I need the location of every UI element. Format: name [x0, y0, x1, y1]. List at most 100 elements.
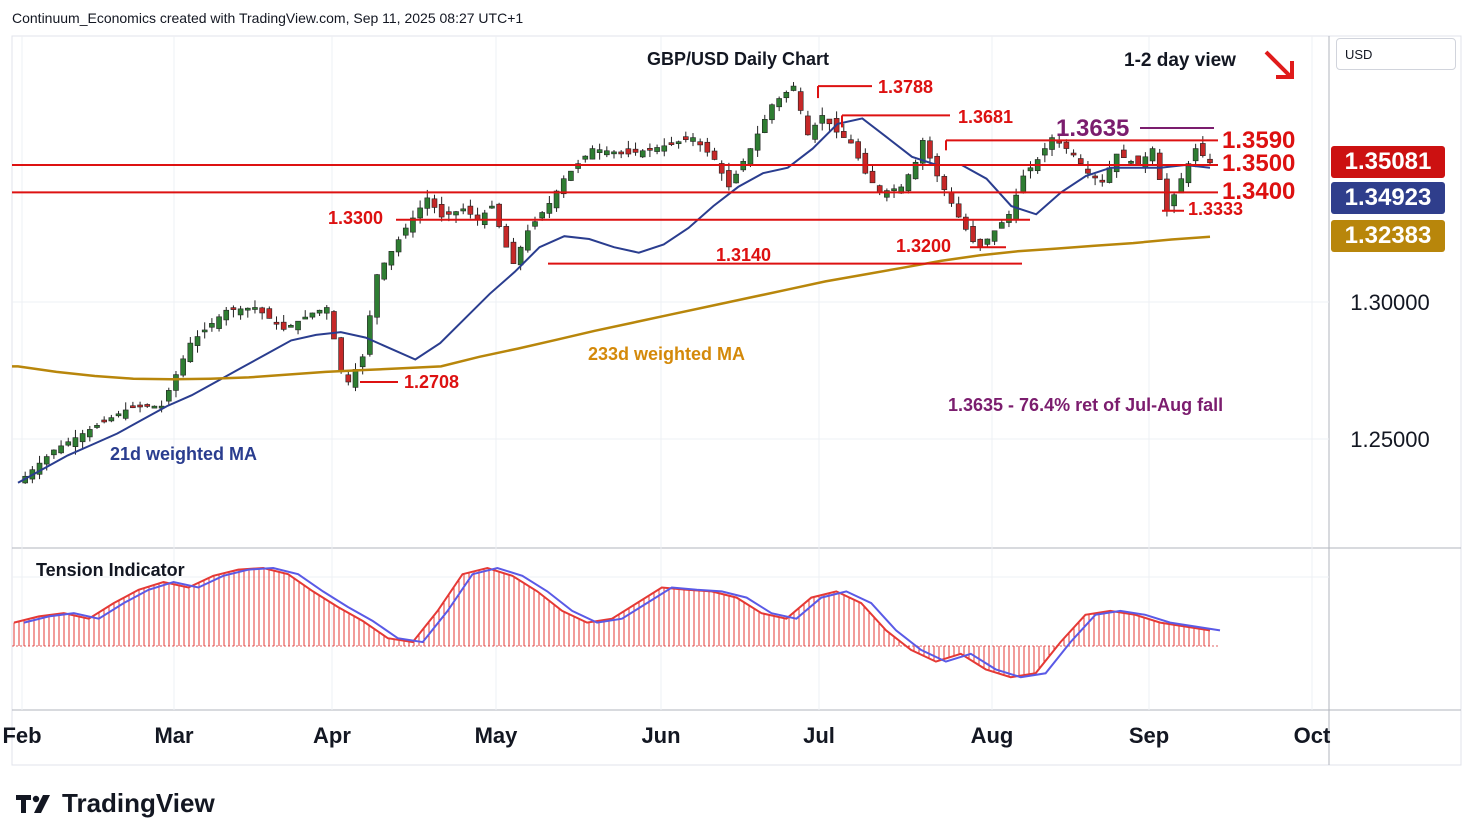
candle-body	[130, 405, 136, 409]
candle-body	[173, 374, 179, 391]
candle-body	[869, 170, 876, 184]
candle-body	[374, 274, 380, 318]
candle-body	[546, 203, 553, 214]
chart-frame	[11, 35, 1462, 766]
level-label-1.3788: 1.3788	[878, 77, 933, 97]
candle-body	[295, 320, 301, 331]
candle-body	[72, 437, 79, 447]
ma233-price-tag: 1.32383	[1331, 220, 1445, 252]
candle-body	[1135, 155, 1141, 166]
x-tick-jun: Jun	[641, 723, 680, 748]
candle-body	[848, 139, 854, 144]
candle-body	[560, 178, 567, 195]
candle-body	[1099, 179, 1106, 183]
candle-body	[367, 315, 373, 355]
candle-body	[259, 307, 265, 314]
candle-body	[589, 148, 596, 160]
candle-body	[668, 142, 675, 145]
candle-body	[1142, 156, 1149, 169]
candle-body	[165, 390, 172, 402]
candle-body	[331, 311, 337, 340]
candle-body	[704, 141, 711, 153]
candle-body	[1128, 161, 1134, 164]
candle-body	[1156, 152, 1163, 180]
candle-body	[575, 163, 581, 169]
candle-body	[252, 307, 258, 310]
candle-body	[661, 145, 668, 152]
candle-body	[510, 241, 517, 264]
candle-body	[977, 238, 984, 248]
candle-body	[1092, 175, 1098, 179]
candle-body	[675, 141, 682, 145]
candle-body	[884, 190, 890, 198]
candle-body	[209, 323, 215, 328]
candle-body	[919, 140, 926, 164]
candle-body	[94, 424, 100, 428]
candle-body	[338, 337, 344, 371]
candle-body	[280, 321, 287, 330]
candle-body	[388, 251, 395, 266]
candle-body	[582, 155, 589, 160]
tradingview-logo-icon	[16, 794, 50, 813]
candle-body	[912, 161, 919, 180]
candle-body	[618, 151, 624, 155]
candle-body	[187, 342, 194, 363]
candle-body	[151, 405, 158, 409]
candle-body	[316, 309, 323, 314]
y-tick-label: 1.25000	[1350, 427, 1430, 452]
candle-body	[244, 307, 251, 311]
candle-body	[611, 151, 617, 155]
candle-body	[733, 173, 739, 184]
level-label-1.3400: 1.3400	[1222, 178, 1295, 205]
candle-body	[754, 133, 761, 151]
candle-body	[216, 316, 222, 329]
brand-name: TradingView	[62, 788, 215, 818]
level-label-1.3333: 1.3333	[1188, 199, 1243, 219]
candle-body	[984, 238, 991, 245]
candle-body	[632, 148, 639, 153]
candle-body	[1027, 167, 1034, 172]
candle-body	[718, 163, 725, 174]
candle-body	[65, 441, 72, 446]
candle-body	[1106, 167, 1113, 183]
currency-selector[interactable]: USD	[1336, 38, 1456, 70]
candle-body	[467, 205, 474, 215]
view-label: 1-2 day view	[1124, 50, 1236, 71]
candle-body	[805, 115, 811, 136]
candle-body	[352, 369, 359, 388]
ma21-label: 21d weighted MA	[110, 444, 257, 464]
candle-body	[345, 374, 352, 383]
candle-body	[539, 212, 545, 219]
candle-body	[51, 449, 57, 456]
candle-body	[237, 308, 244, 316]
candle-body	[402, 227, 409, 236]
candle-body	[309, 312, 316, 318]
candle-body	[812, 124, 818, 140]
candle-body	[87, 429, 93, 438]
candle-body	[625, 148, 632, 155]
ma233-label: 233d weighted MA	[588, 344, 745, 364]
ma21-price-tag: 1.34923	[1331, 182, 1445, 214]
arrow-shaft	[1264, 50, 1292, 78]
candle-body	[604, 150, 610, 156]
indicator-title: Tension Indicator	[36, 560, 185, 580]
indicator-histogram	[13, 568, 1210, 677]
candle-body	[963, 216, 969, 230]
candle-body	[273, 321, 280, 325]
candle-body	[690, 137, 696, 142]
chart-attribution: Continuum_Economics created with Trading…	[12, 10, 524, 26]
candle-body	[697, 141, 703, 146]
chart-title: GBP/USD Daily Chart	[647, 49, 829, 69]
level-label-1.2708: 1.2708	[404, 372, 459, 392]
arrow-head	[1276, 61, 1294, 79]
candle-body	[1121, 149, 1127, 158]
candle-body	[905, 174, 912, 192]
candle-body	[934, 155, 940, 177]
candle-body	[1178, 178, 1185, 194]
tradingview-logo[interactable]: TradingView	[16, 788, 215, 819]
candle-body	[797, 91, 804, 111]
candle-body	[180, 358, 186, 376]
ma233-line	[12, 235, 1211, 381]
candle-body	[1070, 152, 1077, 156]
